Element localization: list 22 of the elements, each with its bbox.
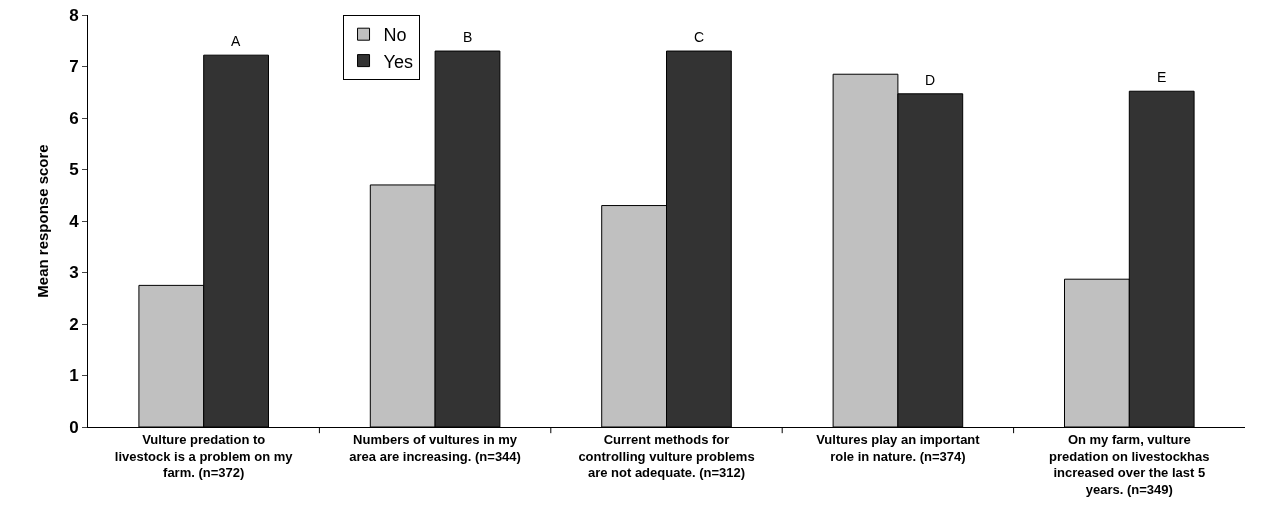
legend-label: Yes [383, 51, 413, 72]
y-tick-label: 2 [69, 314, 79, 334]
x-tick-label: Vulture predation to livestock is a problem on my farm. (n=372) [114, 431, 294, 481]
annotation: C [694, 29, 705, 45]
y-tick-label: 3 [69, 263, 79, 283]
y-tick-label: 8 [69, 5, 79, 25]
x-tick-label: On my farm, vulture predation on livestockhas increased over the last 5 years. (n=349) [1049, 431, 1210, 498]
y-tick-label: 7 [69, 57, 79, 77]
x-tick-label: Current methods for controlling vulture problems are not adequate. (n=312) [578, 431, 755, 481]
x-tick-label: Vultures play an important role in nature. (n=374) [816, 431, 981, 464]
annotation: E [1157, 69, 1167, 85]
y-tick-label: 1 [69, 366, 79, 386]
annotation: D [925, 72, 936, 88]
annotation: A [231, 33, 241, 49]
y-tick-label: 4 [69, 211, 80, 231]
y-tick-label: 6 [69, 108, 79, 128]
y-tick-label: 5 [69, 160, 79, 180]
legend-label: No [383, 25, 407, 46]
y-tick-label: 0 [69, 417, 79, 437]
x-tick-label: Numbers of vultures in my area are increasing. (n=344) [349, 431, 521, 464]
y-axis-title: Mean response score [34, 144, 51, 298]
annotation: B [463, 29, 473, 45]
